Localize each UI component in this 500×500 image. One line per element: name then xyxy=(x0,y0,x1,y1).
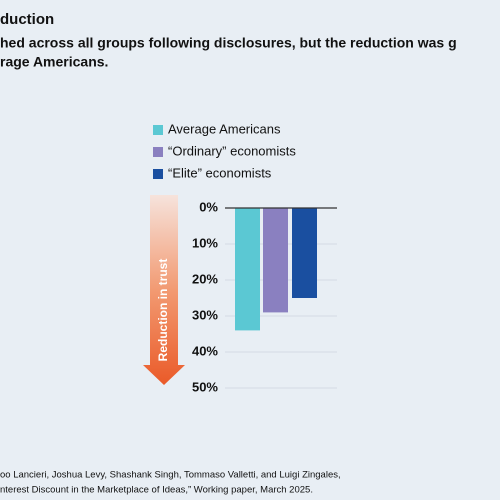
title: duction xyxy=(0,11,54,28)
y-tick-label: 40% xyxy=(192,343,218,358)
source: nterest Discount in the Marketplace of I… xyxy=(0,485,313,496)
legend-swatch xyxy=(153,147,163,157)
legend-label: Average Americans xyxy=(168,121,281,136)
source: oo Lancieri, Joshua Levy, Shashank Singh… xyxy=(0,470,341,481)
legend-swatch xyxy=(153,169,163,179)
y-tick-label: 50% xyxy=(192,379,218,394)
y-tick-label: 10% xyxy=(192,235,218,250)
subtitle: hed across all groups following disclosu… xyxy=(0,35,457,51)
bar xyxy=(235,208,260,331)
arrow xyxy=(143,195,185,385)
y-tick-label: 30% xyxy=(192,307,218,322)
legend-swatch xyxy=(153,125,163,135)
bar xyxy=(263,208,288,313)
y-tick-label: 20% xyxy=(192,271,218,286)
subtitle: rage Americans. xyxy=(0,54,108,70)
legend-label: “Elite” economists xyxy=(168,165,272,180)
y-tick-label: 0% xyxy=(199,199,218,214)
legend-label: “Ordinary” economists xyxy=(168,143,296,158)
bar xyxy=(292,208,317,298)
y-axis-label: Reduction in trust xyxy=(156,259,170,362)
